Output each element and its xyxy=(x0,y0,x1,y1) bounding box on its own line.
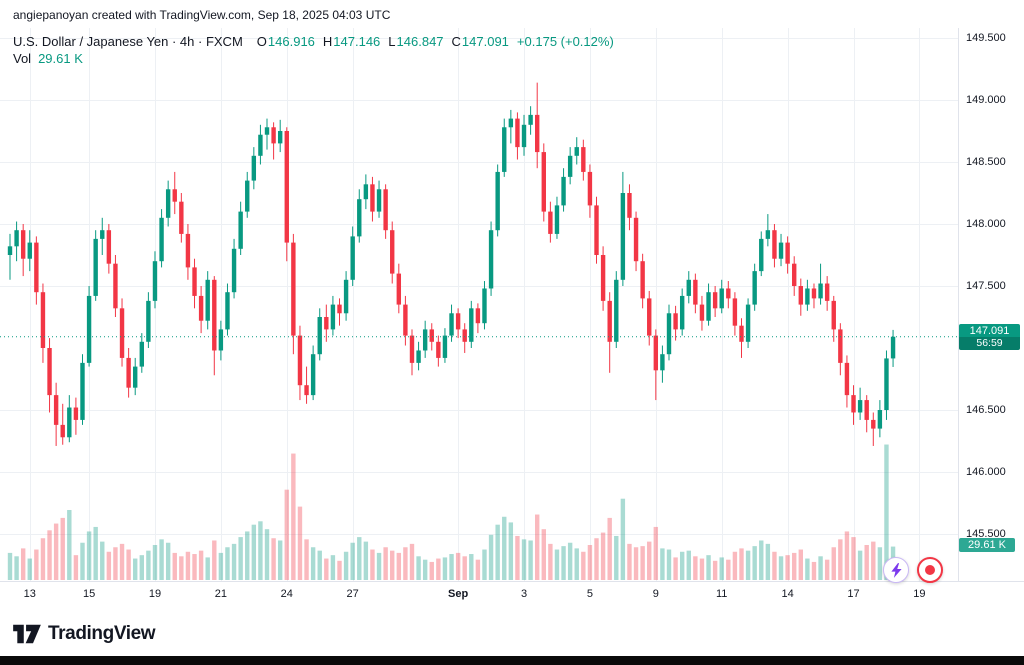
time-tick-label: Sep xyxy=(448,588,469,600)
volume-axis-badge: 29.61 K xyxy=(959,537,1015,552)
bottom-strip xyxy=(0,656,1024,665)
time-tick-label: 15 xyxy=(82,588,96,600)
brand-name: TradingView xyxy=(48,622,156,644)
low-value: L146.847 xyxy=(388,34,444,49)
attribution-text: angiepanoyan created with TradingView.co… xyxy=(13,8,391,22)
price-tick-label: 149.500 xyxy=(966,32,1006,44)
close-value: C147.091 xyxy=(451,34,509,49)
time-tick-label: 24 xyxy=(280,588,293,600)
time-tick-label: 3 xyxy=(520,588,528,600)
legend-symbol-row: U.S. Dollar / Japanese Yen · 4h · FXCM O1… xyxy=(13,33,614,50)
grid xyxy=(0,28,1024,582)
tradingview-logo[interactable]: TradingView xyxy=(13,622,156,646)
last-price-badge: 147.091 56:59 xyxy=(959,323,1020,350)
price-tick-label: 145.500 xyxy=(966,528,1006,540)
last-price-value: 147.091 xyxy=(969,324,1010,337)
candle-series xyxy=(7,82,896,446)
volume-label: Vol xyxy=(13,51,32,66)
time-tick-label: 13 xyxy=(23,588,36,600)
time-tick-label: 5 xyxy=(586,588,593,600)
bar-countdown: 56:59 xyxy=(959,336,1020,350)
time-tick-label: 11 xyxy=(716,588,728,600)
candlestick-chart[interactable] xyxy=(0,28,1024,582)
floating-action-buttons xyxy=(883,557,943,583)
record-button[interactable] xyxy=(917,557,943,583)
open-value: O146.916 xyxy=(256,34,315,49)
time-tick-label: 21 xyxy=(214,588,227,600)
time-tick-label: 19 xyxy=(148,588,162,600)
time-tick-label: 14 xyxy=(781,588,794,600)
price-tick-label: 146.000 xyxy=(966,466,1006,478)
high-value: H147.146 xyxy=(322,34,381,49)
price-tick-label: 146.500 xyxy=(966,404,1006,416)
symbol-title[interactable]: U.S. Dollar / Japanese Yen · 4h · FXCM xyxy=(13,34,243,49)
boost-button[interactable] xyxy=(883,557,909,583)
price-tick-label: 149.000 xyxy=(966,94,1006,106)
time-tick-label: 27 xyxy=(346,588,359,600)
price-tick-label: 148.000 xyxy=(966,218,1006,230)
price-tick-label: 147.500 xyxy=(966,280,1006,292)
tradingview-17-mark xyxy=(13,624,41,643)
change-value: +0.175 (+0.12%) xyxy=(516,34,614,49)
legend-volume-row: Vol 29.61 K xyxy=(13,50,614,67)
time-axis[interactable]: 13 15 19 21 24 27 Sep 3 5 9 11 14 17 19 xyxy=(0,582,958,610)
price-axis[interactable]: 149.500 149.000 148.500 148.000 147.500 146.5… xyxy=(958,28,1024,582)
footer-bar: TradingView xyxy=(0,610,1024,657)
time-tick-label: 17 xyxy=(847,588,860,600)
volume-value: 29.61 K xyxy=(38,51,83,66)
record-icon xyxy=(925,565,935,575)
price-tick-label: 148.500 xyxy=(966,156,1006,168)
time-tick-label: 19 xyxy=(913,588,926,600)
volume-series xyxy=(7,444,896,580)
lightning-icon xyxy=(890,562,902,578)
time-tick-label: 9 xyxy=(652,588,659,600)
chart-legend: U.S. Dollar / Japanese Yen · 4h · FXCM O1… xyxy=(13,33,614,67)
